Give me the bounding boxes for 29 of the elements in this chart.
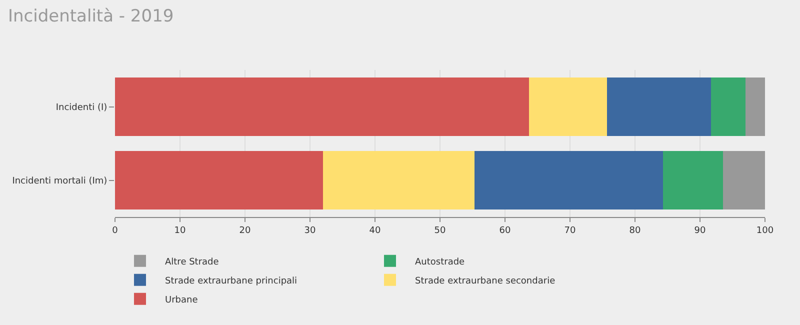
legend-label: Strade extraurbane principali bbox=[165, 276, 298, 286]
bar bbox=[115, 77, 530, 136]
x-tick-label: 30 bbox=[304, 226, 316, 236]
bar bbox=[607, 77, 712, 136]
bar bbox=[722, 150, 765, 210]
x-tick-label: 70 bbox=[564, 226, 576, 236]
x-tick-label: 0 bbox=[112, 226, 118, 236]
x-tick-label: 90 bbox=[694, 226, 706, 236]
x-tick-label: 80 bbox=[629, 226, 641, 236]
x-tick-label: 20 bbox=[239, 226, 251, 236]
x-tick-label: 10 bbox=[174, 226, 186, 236]
x-tick-label: 100 bbox=[756, 226, 774, 236]
x-tick-label: 50 bbox=[434, 226, 446, 236]
y-tick-label: Incidenti (I) bbox=[56, 102, 108, 113]
legend-label: Urbane bbox=[165, 295, 198, 306]
bar bbox=[529, 77, 608, 136]
legend-label: Autostrade bbox=[415, 257, 466, 268]
bar bbox=[746, 77, 765, 136]
bar bbox=[711, 77, 746, 136]
bar bbox=[323, 150, 474, 210]
bar bbox=[115, 150, 323, 210]
legend-label: Altre Strade bbox=[165, 257, 220, 268]
x-tick-label: 60 bbox=[499, 226, 511, 236]
x-tick-label: 40 bbox=[369, 226, 381, 236]
bar bbox=[474, 150, 663, 210]
chart-title: Incidentalità - 2019 bbox=[8, 6, 174, 27]
legend-label: Strade extraurbane secondarie bbox=[415, 276, 556, 286]
y-tick-label: Incidenti mortali (Im) bbox=[12, 176, 108, 186]
bar bbox=[662, 150, 723, 210]
